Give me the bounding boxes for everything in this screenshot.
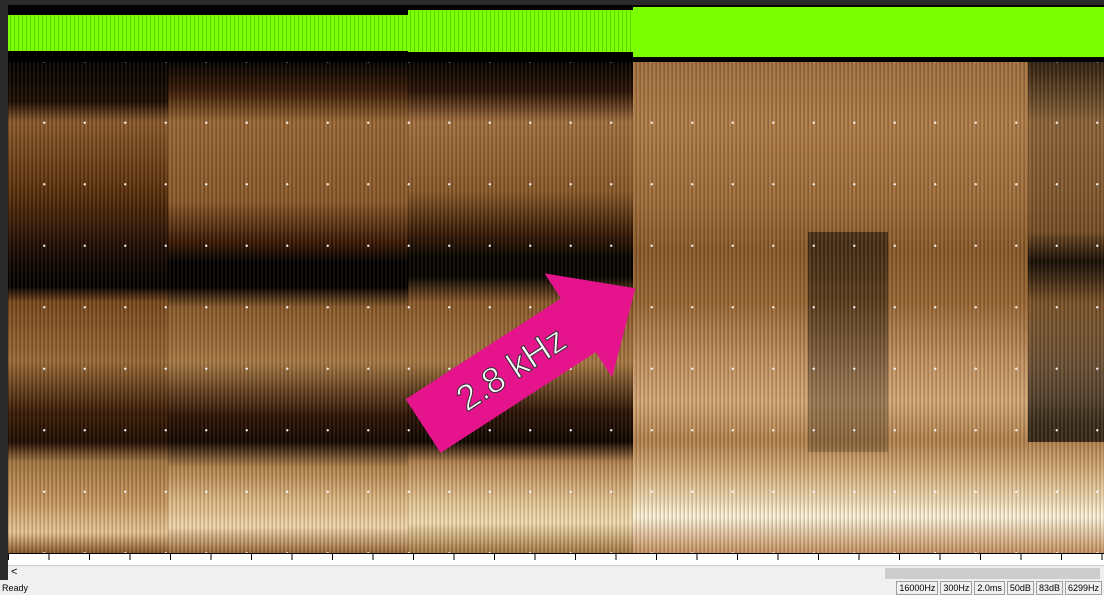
scroll-left-button[interactable]: <: [11, 566, 18, 578]
waveform-segment: [408, 10, 633, 52]
scrollbar: <: [8, 565, 1104, 581]
waveform: [8, 5, 1104, 62]
arrow-shape: [405, 273, 636, 453]
status-field: 2.0ms: [974, 581, 1005, 595]
status-text: Ready: [2, 583, 29, 593]
status-field: 300Hz: [940, 581, 973, 595]
status-field: 50dB: [1006, 581, 1034, 595]
status-fields: 16000Hz 300Hz 2.0ms 50dB 83dB 6299Hz: [894, 581, 1102, 595]
scroll-thumb[interactable]: [885, 568, 1100, 579]
status-field: 83dB: [1035, 581, 1063, 595]
annotation-arrow: 2.8 kHz: [405, 273, 636, 453]
waveform-segment: [633, 7, 1104, 57]
status-field: 16000Hz: [896, 581, 939, 595]
waveform-segment: [8, 15, 408, 51]
status-bar: Ready 16000Hz 300Hz 2.0ms 50dB 83dB 6299Hz: [0, 580, 1104, 595]
time-ruler: [8, 553, 1104, 566]
status-field: 6299Hz: [1064, 581, 1102, 595]
